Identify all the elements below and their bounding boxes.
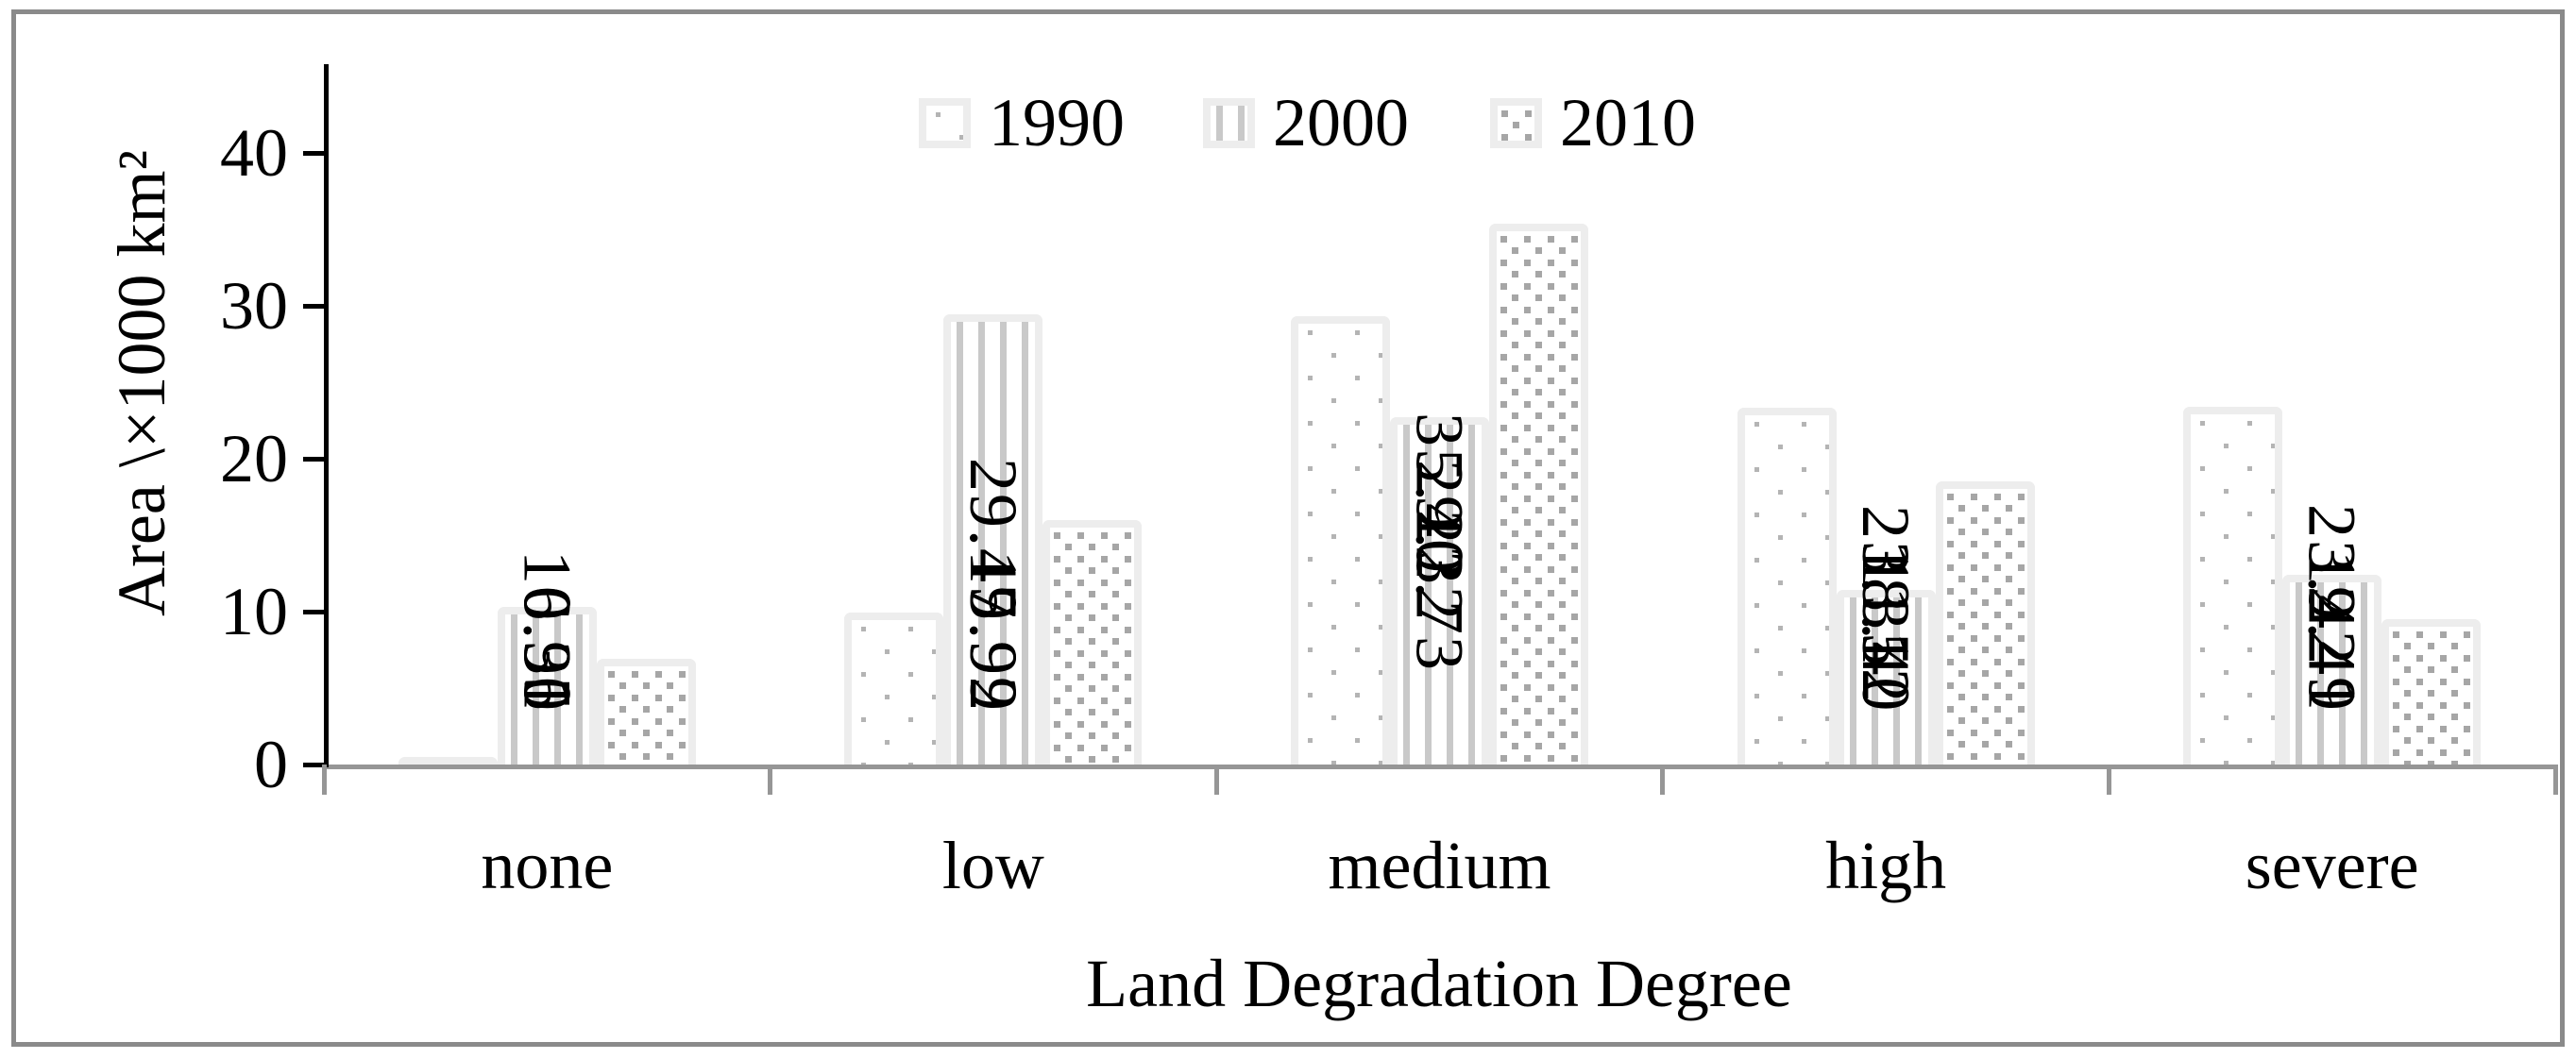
bar-2000-high — [1836, 590, 1936, 765]
x-tick-mark — [768, 765, 773, 795]
y-tick-mark — [303, 456, 329, 462]
bar-1990-low — [844, 613, 944, 765]
value-label-2000-medium: 22.73 — [1401, 509, 1478, 672]
value-label-2000-high: 11.40 — [1848, 553, 1924, 714]
bar-1990-none — [398, 757, 498, 765]
y-tick-mark — [303, 150, 329, 156]
x-tick-mark — [321, 765, 327, 795]
value-label-1990-low: 9.92 — [955, 586, 1031, 713]
legend-item-2010: 2010 — [1490, 85, 1696, 160]
bar-2010-high — [1935, 480, 2035, 765]
value-label-1990-none: 0.35 — [509, 586, 585, 713]
bar-2000-medium — [1390, 416, 1489, 765]
value-label-2000-low: 29.47 — [955, 458, 1031, 621]
bar-2000-none — [497, 607, 597, 765]
y-tick-label: 0 — [254, 727, 288, 802]
value-label-2010-high: 18.52 — [1848, 541, 1924, 704]
y-tick-label: 40 — [220, 115, 288, 191]
bar-2000-severe — [2282, 574, 2382, 765]
legend-item-2000: 2000 — [1203, 85, 1409, 160]
x-axis-line — [324, 765, 2555, 769]
bar-1990-medium — [1291, 316, 1390, 765]
y-tick-label: 20 — [220, 421, 288, 496]
x-tick-mark — [2106, 765, 2111, 795]
value-label-2010-medium: 35.40 — [1401, 412, 1478, 576]
y-tick-mark — [303, 609, 329, 614]
value-label-1990-severe: 23.42 — [2294, 504, 2370, 667]
bar-2010-severe — [2381, 619, 2482, 765]
bar-2010-medium — [1489, 223, 1588, 765]
x-tick-mark — [1660, 765, 1666, 795]
legend-label-1990: 1990 — [989, 85, 1125, 160]
legend-swatch-2000 — [1203, 97, 1255, 148]
bar-2000-low — [943, 313, 1043, 765]
category-label-high: high — [1825, 828, 1947, 903]
y-tick-label: 10 — [220, 574, 288, 649]
figure-border — [11, 9, 2565, 1047]
value-label-1990-medium: 29.32 — [1401, 459, 1478, 622]
x-tick-mark — [1213, 765, 1219, 795]
legend-swatch-1990 — [919, 97, 971, 148]
value-label-2010-low: 15.99 — [955, 550, 1031, 713]
value-label-2010-severe: 9.49 — [2294, 586, 2370, 713]
y-axis-line — [324, 64, 329, 769]
value-label-2010-none: 6.91 — [509, 586, 585, 713]
bar-2010-none — [596, 659, 696, 765]
category-label-low: low — [941, 828, 1044, 903]
legend-label-2000: 2000 — [1273, 85, 1409, 160]
x-axis-title: Land Degradation Degree — [1086, 946, 1792, 1021]
category-label-medium: medium — [1328, 828, 1551, 903]
x-tick-mark — [2552, 765, 2558, 795]
legend-swatch-2010 — [1490, 97, 1542, 148]
bar-2010-low — [1042, 519, 1143, 765]
value-label-2000-severe: 12.41 — [2294, 550, 2370, 713]
bar-1990-severe — [2183, 406, 2283, 765]
category-label-none: none — [481, 828, 614, 903]
legend-label-2010: 2010 — [1560, 85, 1696, 160]
y-tick-label: 30 — [220, 268, 288, 344]
value-label-1990-high: 23.31 — [1848, 505, 1924, 668]
legend-item-1990: 1990 — [919, 85, 1125, 160]
bar-1990-high — [1737, 408, 1837, 765]
y-tick-mark — [303, 303, 329, 309]
value-label-2000-none: 10.30 — [509, 550, 585, 713]
category-label-severe: severe — [2245, 828, 2419, 903]
y-tick-mark — [303, 762, 329, 767]
